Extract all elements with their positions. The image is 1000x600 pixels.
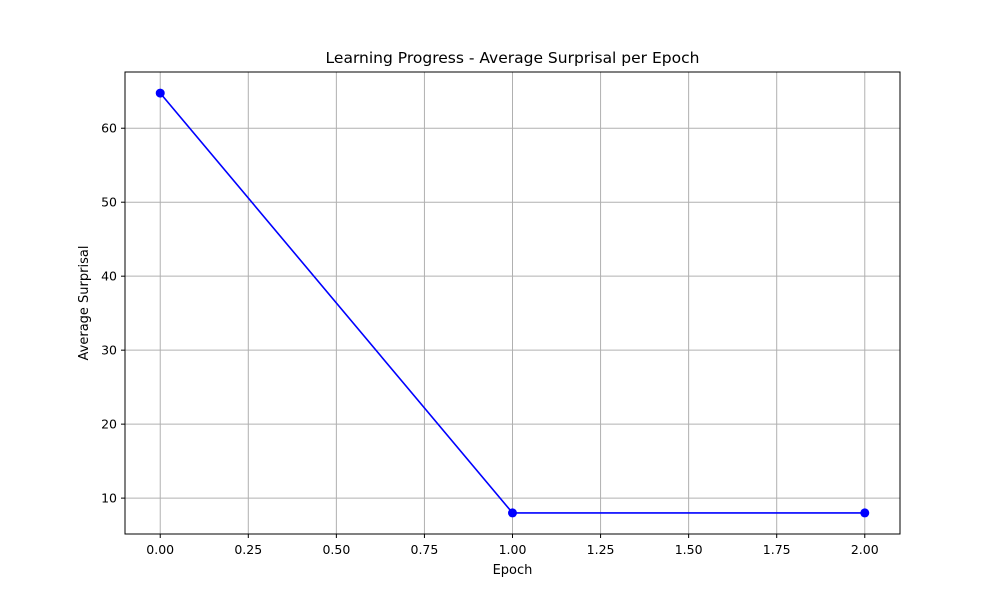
x-tick-label: 2.00 [851,542,879,557]
y-tick-label: 10 [101,491,117,506]
x-tick-label: 1.00 [499,542,527,557]
grid [125,72,900,534]
x-axis-label: Epoch [493,563,533,578]
y-tick-label: 30 [101,343,117,358]
x-tick-label: 0.75 [411,542,439,557]
y-axis-label: Average Surprisal [77,246,92,361]
x-tick-label: 0.50 [322,542,350,557]
x-tick-label: 0.00 [146,542,174,557]
ticks: 0.00 0.25 0.50 0.75 1.00 1.25 1.50 1.75 2.00 10 20… [101,121,879,557]
x-tick-label: 1.50 [675,542,703,557]
data-point [155,88,165,98]
x-tick-label: 1.75 [763,542,791,557]
series-layer [155,88,870,518]
x-tick-label: 1.25 [587,542,615,557]
chart-title: Learning Progress - Average Surprisal pe… [326,49,700,67]
data-point [860,508,870,518]
data-point [508,508,517,518]
y-tick-label: 20 [101,417,117,432]
y-tick-label: 50 [101,195,117,210]
y-tick-label: 40 [101,269,117,284]
x-tick-label: 0.25 [234,542,262,557]
y-tick-label: 60 [101,121,117,136]
